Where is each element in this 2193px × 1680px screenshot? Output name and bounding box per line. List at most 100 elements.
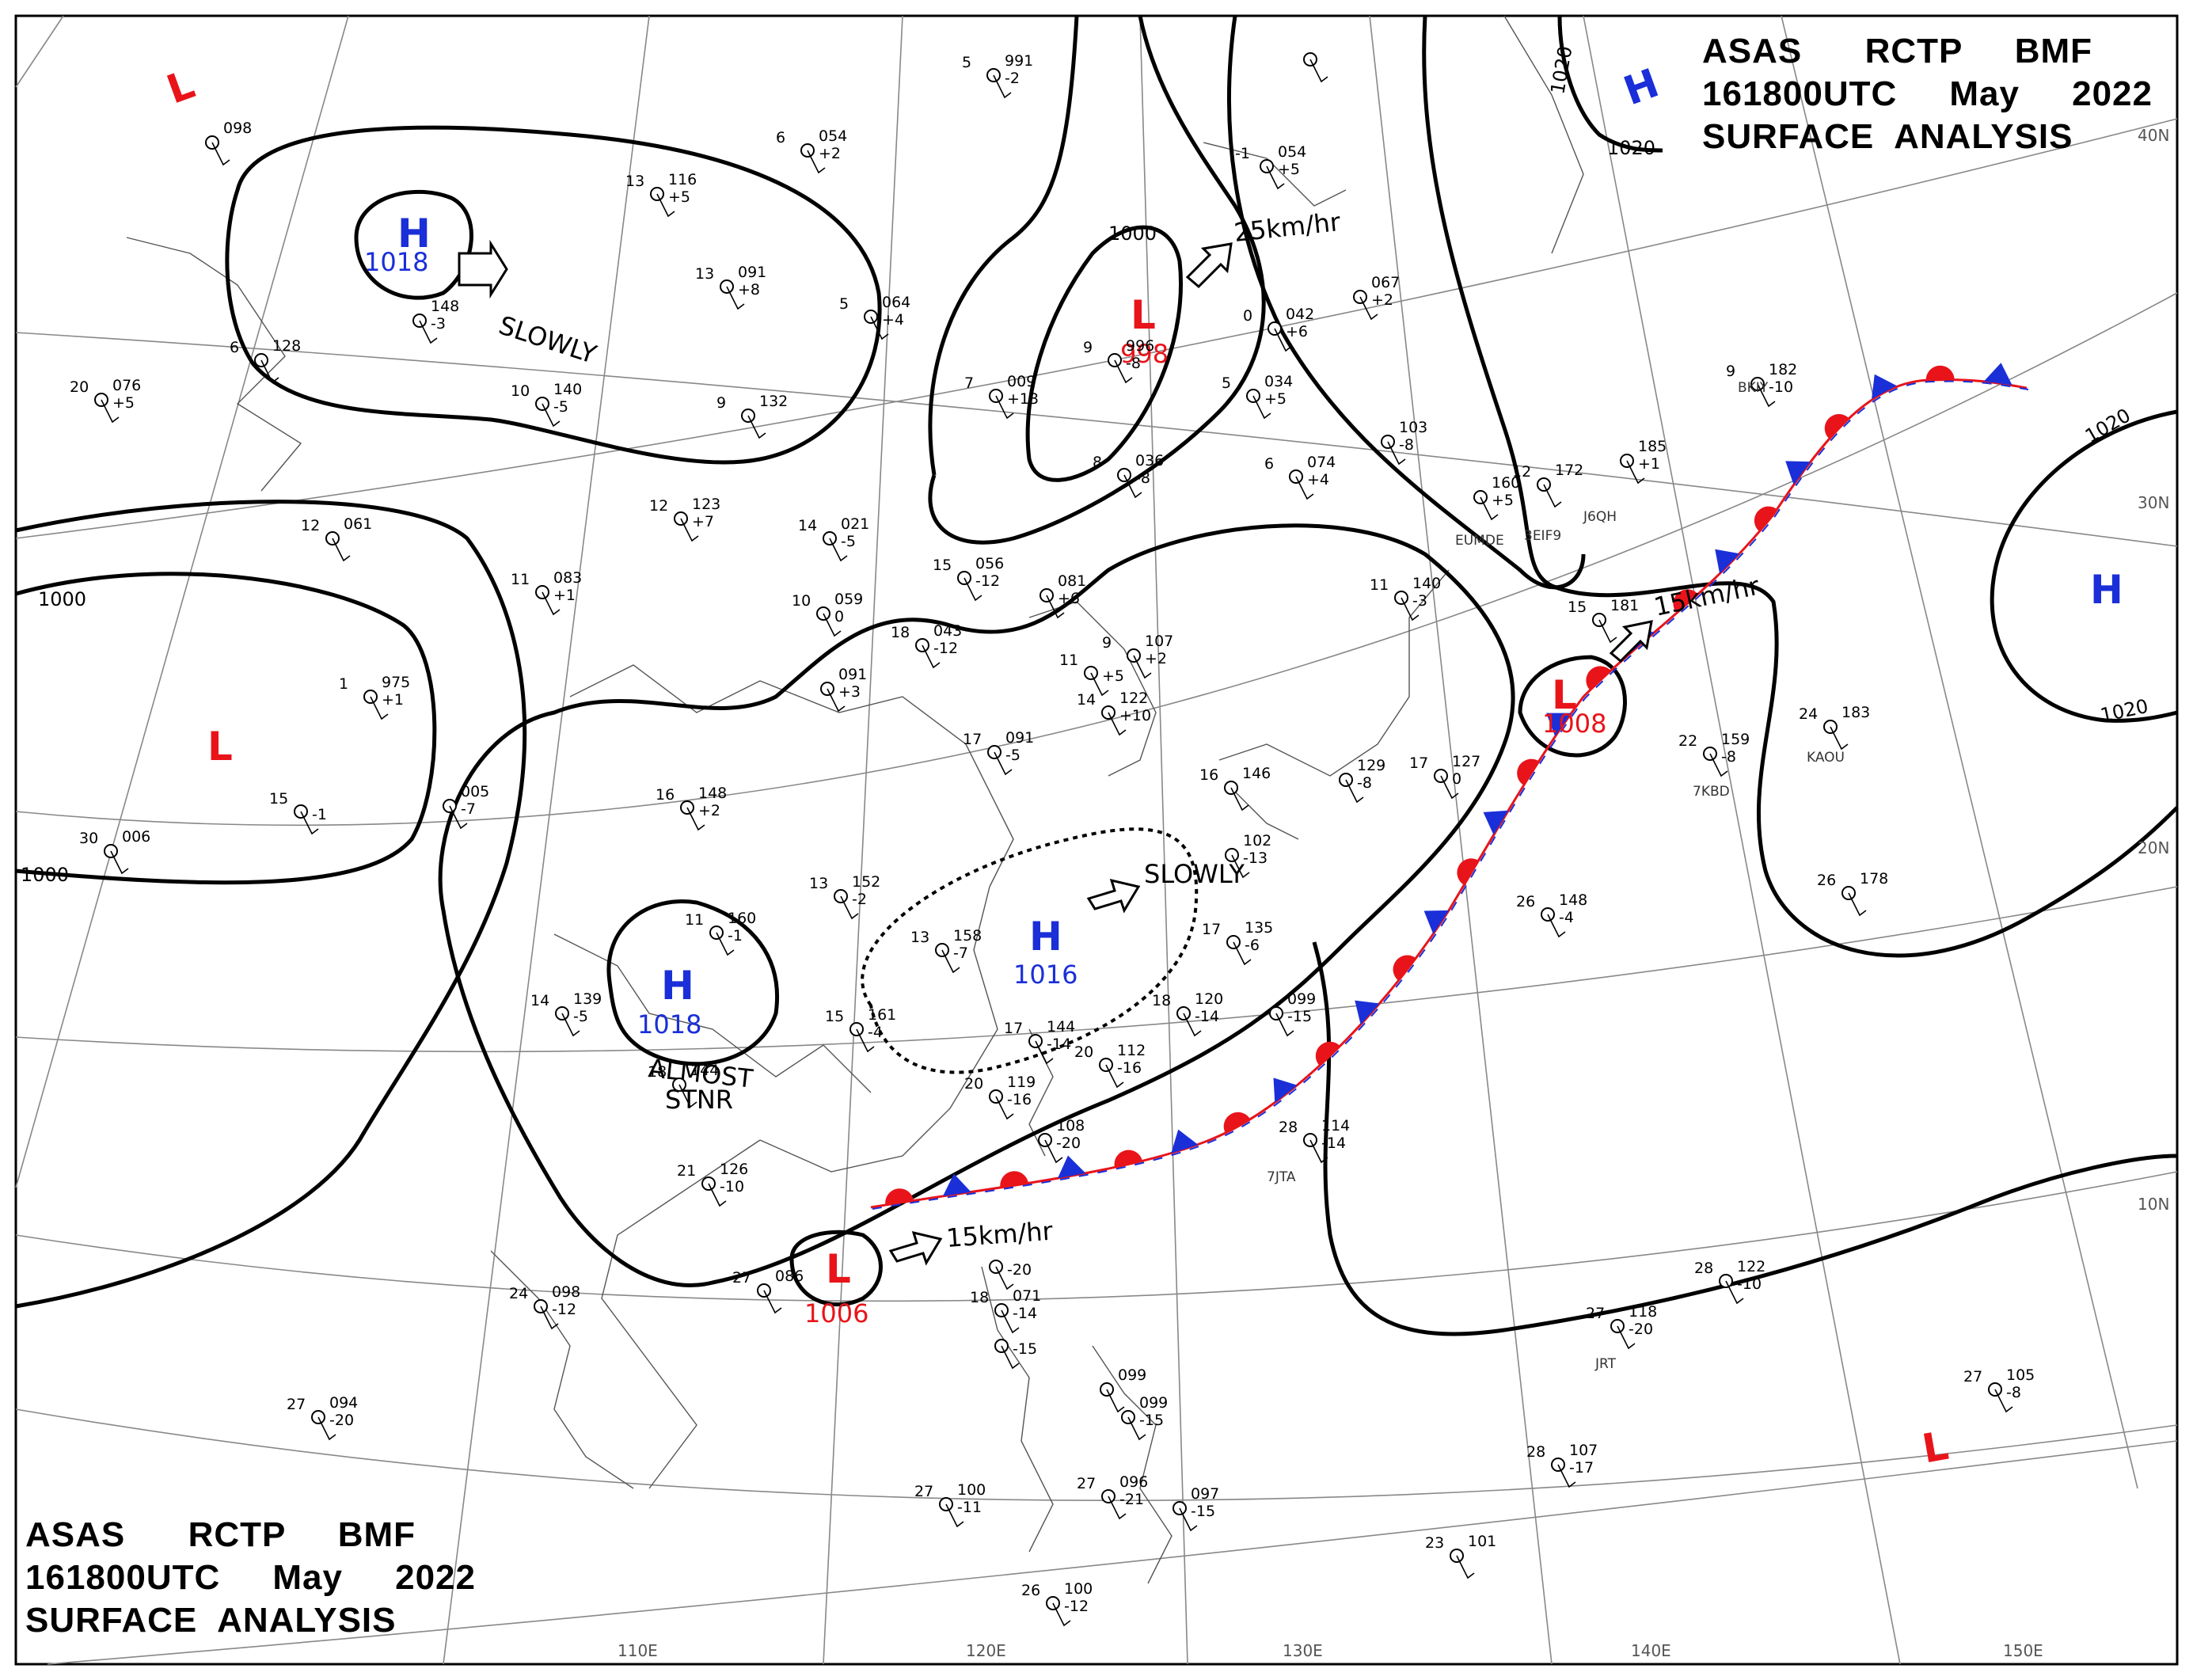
station-temperature: 11 [511,571,530,588]
wind-barb [716,932,735,956]
lat-label: 40N [2138,126,2169,145]
station-pressure: 064 [882,294,910,311]
isobar-nw-high [225,125,882,465]
wind-barb [1547,914,1566,938]
station-plot: 11 160-1 [685,910,756,956]
low-center-symbol: L [1131,292,1156,338]
station-pressure: 148 [698,785,727,802]
station-plot: 12 061 [301,515,372,562]
station-plot: 103-8 [1381,419,1427,466]
station-temperature: 28 [1694,1260,1713,1277]
station-temperature: 18 [648,1063,667,1081]
station-temperature: 6 [230,339,239,356]
station-plot: 0 042+6 [1243,306,1314,352]
station-pressure: 160 [1492,474,1520,492]
station-plot: 20 112-16 [1074,1042,1146,1089]
station-plot: 098 [205,120,252,166]
wind-barb [1046,595,1065,619]
station-plot: 5 064+4 [839,294,910,340]
footer-line-2: 161800UTC May 2022 [25,1558,476,1597]
station-pressure: 129 [1357,757,1385,774]
station-tendency: -16 [1117,1059,1142,1077]
station-temperature: 18 [970,1289,989,1306]
station-temperature: 16 [656,786,675,804]
station-plot: 17 144-14 [1004,1018,1075,1065]
wind-barb [1114,359,1133,384]
station-temperature: 9 [1083,339,1093,356]
station-pressure: 183 [1841,704,1870,721]
station-tendency: +4 [882,311,904,329]
station-tendency: +13 [1007,390,1039,408]
chart-header: ASAS RCTP BMF 161800UTC May 2022 SURFACE… [1702,30,2153,158]
isobar-1008-low [1518,655,1627,758]
station-temperature: 28 [1526,1443,1545,1461]
ship-callsign: KAOU [1807,750,1845,766]
station-plot: 13 158-7 [910,927,982,974]
arrow-ne-low [1185,242,1233,289]
station-plot: 27 105-8 [1963,1366,2035,1413]
station-temperature: 20 [1074,1043,1093,1061]
cold-front-triangle [1546,713,1572,737]
station-plot: 27 118-20 [1586,1303,1657,1350]
station-temperature: 30 [79,830,98,847]
station-pressure: 056 [975,555,1004,572]
station-tendency: +2 [698,802,720,819]
station-pressure: 042 [1286,306,1314,323]
station-pressure: 108 [1056,1117,1085,1135]
station-pressure: 005 [461,783,489,800]
station-temperature: 27 [1963,1368,1982,1385]
wind-barb [542,403,561,428]
wind-barb [1044,1139,1063,1164]
station-temperature: 18 [1152,992,1171,1009]
station-plot: 6 074+4 [1264,454,1336,500]
wind-barb [856,1028,875,1053]
station-pressure: 006 [122,828,150,846]
cold-front-triangle [1273,1078,1298,1103]
isobar-1000-west [15,572,437,885]
wind-barb [823,613,842,637]
wind-barb [110,850,129,875]
station-temperature: 15 [269,790,288,808]
station-pressure: 091 [1005,729,1034,747]
wind-barb [994,751,1013,776]
wind-barb [1052,1602,1071,1627]
station-pressure: 054 [819,127,847,145]
station-plot: 5 034+5 [1222,373,1293,420]
station-tendency: -8 [2006,1384,2021,1401]
wind-barb [1626,460,1645,485]
cold-front-triangle [1057,1155,1086,1179]
station-pressure: 116 [668,171,697,188]
high-center-symbol: H [2090,567,2123,613]
station-tendency: +2 [1371,291,1393,309]
wind-barb [1480,496,1499,521]
station-plot: 16 148+2 [656,785,727,831]
warm-front-semicircle [885,1188,914,1205]
lat-label: 30N [2138,493,2169,512]
station-plot: 22 159-8 [1678,731,1750,777]
station-pressure: 059 [834,591,863,608]
station-temperature: 13 [809,875,828,892]
wind-barb [1108,712,1127,736]
station-tendency: -12 [1064,1598,1089,1615]
station-tendency: -21 [1119,1491,1144,1508]
station-pressure: 996 [1126,337,1154,355]
wind-barb [1617,1325,1636,1350]
wind-barb [1266,165,1285,190]
station-pressure: 128 [272,337,301,355]
station-plot: 28 122-10 [1694,1258,1765,1305]
station-temperature: 13 [625,173,644,190]
station-plot: 099-15 [1121,1394,1168,1441]
wind-barb [1345,779,1364,804]
isobar-east-big [1227,15,1586,590]
warm-front-semicircle [1754,506,1778,532]
station-temperature: 5 [1222,374,1231,392]
station-temperature: 16 [1199,766,1218,784]
station-plot [1303,52,1328,83]
header-line-3: SURFACE ANALYSIS [1702,117,2073,156]
station-tendency: -15 [1287,1008,1312,1025]
wind-barb [995,395,1014,420]
station-tendency: +5 [1492,492,1514,509]
isobar-1020-top [1557,15,1663,153]
station-tendency: +3 [838,683,861,701]
